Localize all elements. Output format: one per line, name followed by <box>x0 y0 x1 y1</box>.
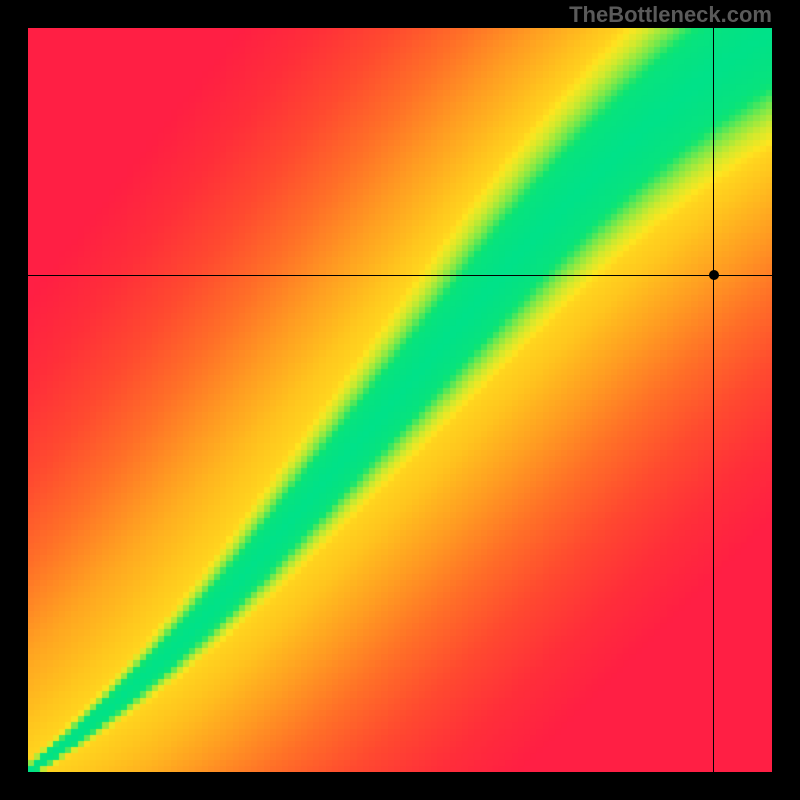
watermark-text: TheBottleneck.com <box>569 2 772 28</box>
heatmap-plot <box>28 28 772 772</box>
crosshair-vertical <box>713 28 714 772</box>
crosshair-marker <box>709 270 719 280</box>
heatmap-canvas <box>28 28 772 772</box>
crosshair-horizontal <box>28 275 772 276</box>
